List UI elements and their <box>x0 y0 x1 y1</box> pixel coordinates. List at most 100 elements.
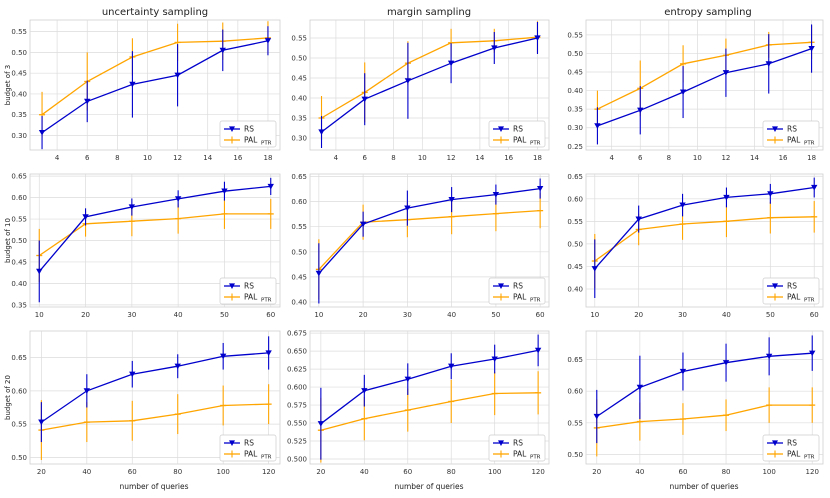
rs-series-line <box>318 187 541 274</box>
rs-point <box>491 356 498 363</box>
rs-point <box>404 78 412 84</box>
legend-rs-marker <box>498 283 504 289</box>
legend-rs-marker <box>772 126 778 132</box>
legend-rs-marker <box>229 126 235 132</box>
x-tick-label: 8 <box>667 154 671 162</box>
rs-point <box>359 221 367 228</box>
legend: RS PAL PTR <box>219 277 277 305</box>
rs-point <box>317 421 325 427</box>
x-tick-label: 100 <box>488 468 501 476</box>
rs-point <box>38 419 45 426</box>
rs-point <box>808 46 815 52</box>
x-tick-label: 30 <box>403 311 412 319</box>
x-axis-label-col2: number of queries <box>394 482 463 491</box>
x-tick-label: 40 <box>82 468 91 476</box>
legend-rs-label: RS <box>513 282 523 291</box>
y-tick-label: 0.40 <box>11 280 27 288</box>
rs-point <box>637 107 644 114</box>
y-tick-label: 0.60 <box>567 388 583 396</box>
y-tick-label: 0.30 <box>11 132 27 140</box>
rs-point <box>767 191 774 197</box>
x-tick-label: 10 <box>418 154 427 162</box>
rs-point <box>492 191 500 198</box>
x-tick-label: 20 <box>634 311 643 319</box>
legend-pal-subscript: PTR <box>261 455 272 461</box>
legend-pal-subscript: PTR <box>530 298 541 304</box>
y-tick-label: 0.65 <box>567 173 583 181</box>
y-tick-label: 0.55 <box>11 421 27 429</box>
rs-point <box>174 72 181 79</box>
y-tick-label: 0.60 <box>11 194 27 202</box>
y-tick-label: 0.40 <box>291 95 307 103</box>
rs-point <box>679 89 687 96</box>
rs-point <box>534 347 542 354</box>
rs-point <box>174 196 182 202</box>
rs-point <box>448 363 455 370</box>
panel-r0-c2: 0.25 0.30 0.35 0.40 0.45 0.50 0.55 4 6 8 10 12 14 16 1… <box>567 19 824 162</box>
y-tick-label: 0.55 <box>567 419 583 427</box>
legend-rs-marker <box>229 283 235 289</box>
x-tick-label: 40 <box>722 311 731 319</box>
panel-r2-c1: 0.500 0.525 0.550 0.575 0.600 0.625 0.650 0.675… <box>287 330 550 476</box>
rs-series-line <box>41 352 269 423</box>
panel-r2-c0: 0.50 0.55 0.60 0.65 20 40 60 80 100 120 budget of … <box>4 330 281 476</box>
x-tick-label: 20 <box>81 311 90 319</box>
legend-rs-marker <box>498 126 504 132</box>
y-tick-label: 0.30 <box>567 124 583 132</box>
y-tick-label: 0.625 <box>287 366 307 374</box>
x-tick-label: 14 <box>750 154 759 162</box>
y-tick-label: 0.675 <box>287 330 307 338</box>
y-tick-label: 0.55 <box>567 31 583 39</box>
pal-series-line <box>320 392 539 431</box>
x-tick-label: 100 <box>216 468 229 476</box>
legend-rs-label: RS <box>244 125 254 134</box>
x-tick-label: 40 <box>635 468 644 476</box>
legend-rs-label: RS <box>513 125 523 134</box>
rs-point <box>404 205 411 212</box>
column-title-entropy: entropy sampling <box>664 7 752 18</box>
y-tick-label: 0.60 <box>567 195 583 203</box>
y-tick-label: 0.35 <box>11 301 27 309</box>
legend: RS PAL PTR <box>762 277 820 305</box>
y-tick-label: 0.55 <box>11 28 27 36</box>
x-tick-label: 10 <box>35 311 44 319</box>
legend-rs-label: RS <box>513 439 523 448</box>
y-tick-label: 0.50 <box>567 50 583 58</box>
y-tick-label: 0.40 <box>567 285 583 293</box>
rs-series-line <box>41 40 269 134</box>
rs-point <box>82 214 89 220</box>
x-tick-label: 10 <box>143 154 152 162</box>
panel-r2-c2: 0.50 0.55 0.60 0.65 20 40 60 80 100 120 RS PAL PTR <box>567 330 824 476</box>
pal-series-line <box>321 36 538 119</box>
x-tick-label: 8 <box>391 154 395 162</box>
legend-pal-subscript: PTR <box>804 455 815 461</box>
y-tick-label: 0.55 <box>11 216 27 224</box>
y-tick-label: 0.55 <box>291 223 307 231</box>
x-tick-label: 18 <box>807 154 816 162</box>
x-tick-label: 10 <box>314 311 323 319</box>
rs-point <box>129 81 136 88</box>
legend-pal-label: PAL <box>787 293 801 302</box>
legend: RS PAL PTR <box>219 120 277 148</box>
y-tick-label: 0.50 <box>11 454 27 462</box>
rs-point <box>679 368 687 375</box>
legend-pal-subscript: PTR <box>804 298 815 304</box>
rs-point <box>448 196 455 203</box>
rs-point <box>765 61 772 67</box>
rs-point <box>811 184 818 191</box>
x-tick-label: 30 <box>127 311 136 319</box>
y-tick-label: 0.575 <box>287 402 307 410</box>
rs-point <box>404 376 411 383</box>
x-tick-label: 120 <box>262 468 275 476</box>
legend-rs-marker <box>498 440 504 446</box>
y-tick-label: 0.525 <box>287 437 307 445</box>
pal-series-line <box>38 213 271 257</box>
rs-point <box>38 129 46 136</box>
y-tick-label: 0.45 <box>11 258 27 266</box>
y-tick-label: 0.500 <box>287 455 307 463</box>
rs-point <box>84 98 91 105</box>
legend-rs-label: RS <box>244 282 254 291</box>
x-tick-label: 40 <box>360 468 369 476</box>
y-tick-label: 0.60 <box>11 387 27 395</box>
rs-point <box>722 70 730 76</box>
